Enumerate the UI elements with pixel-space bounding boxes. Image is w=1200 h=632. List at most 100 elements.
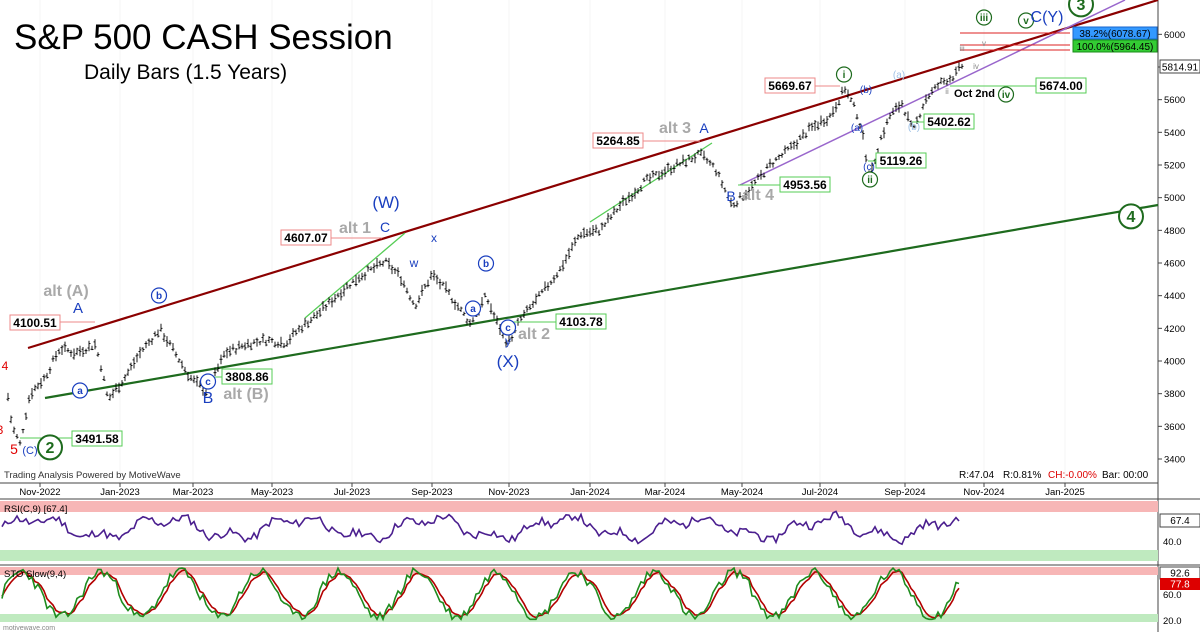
- price-bar: [396, 267, 400, 277]
- price-bar: [243, 342, 247, 351]
- price-bar: [12, 426, 16, 434]
- fib-target-100: 100.0%(5964.45): [1072, 39, 1158, 53]
- svg-text:C: C: [380, 219, 390, 235]
- price-bar: [732, 202, 736, 208]
- price-bar: [843, 86, 847, 94]
- price-bar: [309, 316, 313, 324]
- wave-label: 4: [2, 359, 9, 373]
- price-bar: [633, 187, 637, 199]
- price-bar: [90, 345, 94, 351]
- price-bar: [417, 295, 421, 304]
- price-bar: [180, 360, 184, 369]
- price-bar: [558, 266, 562, 272]
- price-bar: [762, 172, 766, 178]
- price-bar: [612, 206, 616, 215]
- svg-text:b: b: [156, 291, 162, 302]
- y-tick-label: 6000: [1164, 30, 1185, 41]
- svg-text:2: 2: [46, 440, 55, 457]
- wave-label: (W): [372, 193, 399, 212]
- price-bar: [282, 343, 286, 349]
- price-bar: [273, 341, 277, 348]
- price-bar: [642, 177, 646, 183]
- price-bar: [747, 186, 751, 198]
- chart-title: S&P 500 CASH Session: [14, 18, 393, 57]
- price-bar: [711, 162, 715, 168]
- price-bar: [300, 325, 304, 334]
- price-bar: [336, 292, 340, 298]
- price-bar: [252, 339, 256, 345]
- price-bar: [636, 188, 640, 194]
- price-bar: [906, 111, 910, 122]
- price-bar: [57, 348, 61, 355]
- price-bar: [390, 264, 394, 275]
- y-tick-label: 5000: [1164, 193, 1185, 204]
- price-bar: [627, 191, 631, 203]
- price-bar: [270, 337, 274, 343]
- svg-text:alt 2: alt 2: [518, 326, 550, 343]
- price-bar: [228, 345, 232, 357]
- price-bar: [519, 315, 523, 322]
- svg-text:4103.78: 4103.78: [559, 315, 603, 329]
- svg-text:100.0%(5964.45): 100.0%(5964.45): [1077, 42, 1154, 53]
- green-trend-segment: [589, 142, 713, 223]
- wave-label: v: [982, 39, 986, 48]
- svg-text:alt (A): alt (A): [43, 283, 88, 300]
- price-bar: [402, 280, 406, 288]
- price-bar: [615, 208, 619, 213]
- price-bar: [816, 121, 820, 131]
- price-bar: [456, 302, 460, 311]
- price-bar: [384, 257, 388, 262]
- price-bar: [15, 434, 19, 439]
- price-bar: [351, 278, 355, 283]
- price-bar: [840, 86, 844, 95]
- price-label-4953: 4953.56: [738, 176, 831, 193]
- svg-text:c: c: [505, 323, 511, 334]
- svg-text:4: 4: [1127, 209, 1136, 226]
- svg-text:C(Y): C(Y): [1031, 9, 1064, 26]
- wave-label: alt 2: [518, 326, 550, 343]
- svg-text:(b): (b): [860, 85, 872, 96]
- price-bar: [129, 362, 133, 371]
- x-tick-labels: Nov-2022 Jan-2023 Mar-2023 May-2023 Jul-2023…: [19, 483, 1085, 498]
- price-bar: [657, 170, 661, 181]
- price-label-5669: 5669.67: [764, 77, 840, 94]
- price-bar: [492, 311, 496, 319]
- price-bar: [849, 97, 853, 103]
- price-bar: [468, 319, 472, 328]
- price-bar: [486, 299, 490, 305]
- price-bar: [153, 331, 157, 337]
- price-label-4103: 4103.78: [510, 313, 607, 330]
- x-tick-label: May-2023: [251, 487, 293, 498]
- price-bar: [393, 267, 397, 275]
- price-bar: [708, 159, 712, 166]
- svg-text:iii: iii: [959, 44, 965, 53]
- price-bar: [204, 389, 208, 397]
- price-bar: [327, 297, 331, 305]
- svg-text:v: v: [1023, 16, 1029, 27]
- svg-text:3491.58: 3491.58: [75, 432, 119, 446]
- price-bar: [810, 122, 814, 131]
- price-bar: [72, 348, 76, 360]
- price-bar: [801, 129, 805, 139]
- price-bar: [792, 140, 796, 150]
- price-bar: [960, 63, 964, 69]
- price-bar: [75, 347, 79, 356]
- price-bar: [219, 354, 223, 365]
- price-bar: [579, 231, 583, 239]
- price-bar: [927, 93, 931, 100]
- price-bar: [918, 113, 922, 119]
- price-bar: [150, 338, 154, 345]
- price-bar: [690, 156, 694, 163]
- x-tick-label: Jan-2024: [570, 487, 610, 498]
- price-bar: [720, 180, 724, 189]
- y-tick-label: 5600: [1164, 95, 1185, 106]
- price-bar: [537, 291, 541, 297]
- x-tick-label: May-2024: [721, 487, 763, 498]
- price-bar: [135, 353, 139, 363]
- price-bar: [450, 297, 454, 304]
- y-tick-label: 3800: [1164, 389, 1185, 400]
- price-bar: [54, 351, 58, 362]
- price-bar: [639, 185, 643, 192]
- price-bar: [435, 274, 439, 285]
- watermark: motivewave.com: [3, 625, 55, 632]
